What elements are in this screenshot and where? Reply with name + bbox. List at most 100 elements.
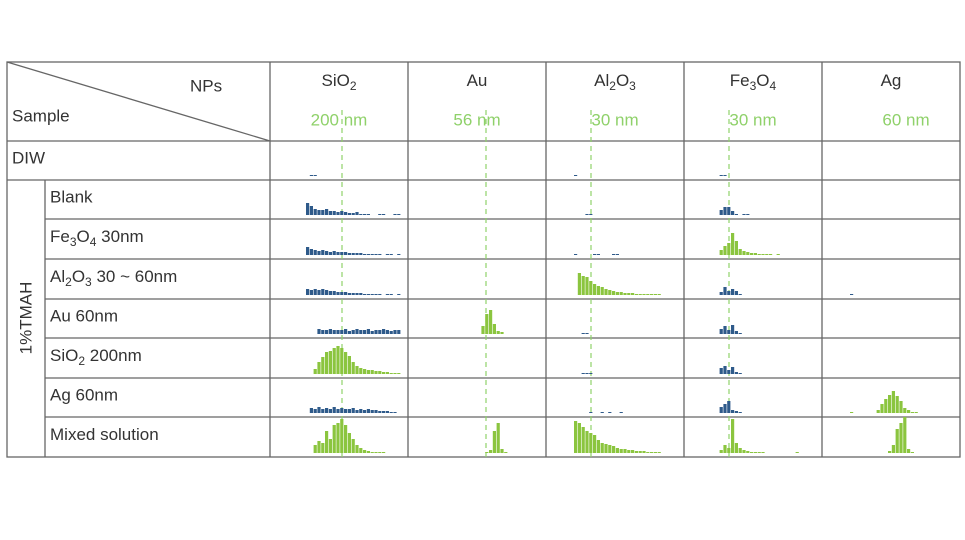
histogram-bar bbox=[366, 254, 370, 255]
subscript: 2 bbox=[350, 79, 357, 93]
text-run: Fe bbox=[730, 71, 750, 90]
text-run: Ag 60nm bbox=[50, 386, 118, 405]
histogram-bar bbox=[378, 294, 382, 295]
histogram-bar bbox=[340, 348, 344, 374]
histogram-bar bbox=[374, 452, 378, 453]
histogram-bar bbox=[492, 324, 496, 334]
histogram-bar bbox=[738, 373, 742, 374]
histogram-bar bbox=[850, 294, 854, 295]
text-run: Al bbox=[50, 267, 65, 286]
histogram-bar bbox=[328, 252, 332, 255]
histogram-bar bbox=[750, 452, 754, 453]
histogram-bar bbox=[393, 214, 397, 215]
histogram-bar bbox=[374, 371, 378, 374]
histogram-bar bbox=[313, 250, 317, 255]
histogram-bar bbox=[723, 445, 727, 453]
histogram-bar bbox=[347, 356, 351, 374]
histogram-bar bbox=[363, 369, 367, 374]
histogram-bar bbox=[585, 277, 589, 295]
histogram-bar bbox=[619, 292, 623, 295]
histogram-bar bbox=[317, 329, 321, 334]
column-header: SiO2 bbox=[321, 71, 356, 93]
histogram-bar bbox=[750, 253, 754, 255]
histogram-bar bbox=[393, 412, 397, 413]
histogram-bar bbox=[574, 254, 578, 255]
histogram-bar bbox=[888, 395, 892, 413]
histogram-bar bbox=[585, 214, 589, 215]
histogram-bar bbox=[642, 451, 646, 453]
histogram-bar bbox=[313, 369, 317, 374]
histogram-bar bbox=[910, 412, 914, 413]
row-label: SiO2 200nm bbox=[50, 346, 142, 368]
histogram-bar bbox=[619, 412, 623, 413]
subscript: 4 bbox=[770, 79, 777, 93]
histogram-bar bbox=[359, 409, 363, 413]
histogram-bar bbox=[336, 252, 340, 255]
histogram-bar bbox=[731, 211, 735, 215]
histogram-bar bbox=[608, 290, 612, 295]
histogram-bar bbox=[374, 254, 378, 255]
histogram-bar bbox=[332, 291, 336, 295]
histogram-bar bbox=[723, 175, 727, 176]
histogram-bar bbox=[742, 214, 746, 215]
histogram-bar bbox=[612, 446, 616, 453]
histogram-bar bbox=[884, 399, 888, 413]
histogram-bar bbox=[332, 330, 336, 334]
histogram-bar bbox=[340, 211, 344, 215]
histogram-bar bbox=[485, 314, 489, 334]
histogram-bar bbox=[496, 423, 500, 453]
histogram-bar bbox=[344, 329, 348, 334]
histogram-bar bbox=[309, 408, 313, 413]
histogram-bar bbox=[347, 293, 351, 295]
histogram-bar bbox=[359, 253, 363, 255]
histogram-bar bbox=[332, 348, 336, 374]
histogram-bar bbox=[753, 253, 757, 255]
histogram-bar bbox=[325, 431, 329, 453]
histogram-bar bbox=[306, 203, 310, 215]
histogram-bar bbox=[738, 249, 742, 255]
histogram-bar bbox=[734, 443, 738, 453]
text-run: Au bbox=[467, 71, 488, 90]
histogram-bar bbox=[753, 452, 757, 453]
histogram-bar bbox=[363, 450, 367, 453]
histogram-bar bbox=[325, 352, 329, 374]
histogram-bar bbox=[325, 209, 329, 215]
histogram-bar bbox=[355, 212, 359, 215]
histogram-bar bbox=[589, 412, 593, 413]
histogram-bar bbox=[397, 214, 401, 215]
histogram-bar bbox=[761, 452, 765, 453]
histogram-bar bbox=[734, 411, 738, 413]
histogram-bar bbox=[876, 410, 880, 413]
histogram-bar bbox=[393, 373, 397, 374]
histogram-bar bbox=[321, 357, 325, 374]
row-label: Al2O3 30 ~ 60nm bbox=[50, 267, 177, 289]
histogram-bar bbox=[593, 284, 597, 295]
histogram-bar bbox=[596, 254, 600, 255]
histogram-bar bbox=[355, 366, 359, 374]
histogram-bar bbox=[325, 251, 329, 255]
particle-size: 56 nm bbox=[453, 110, 500, 129]
histogram-bar bbox=[389, 254, 393, 255]
histogram-bar bbox=[727, 207, 731, 215]
histogram-bar bbox=[389, 294, 393, 295]
histogram-bar bbox=[336, 212, 340, 215]
histogram-bar bbox=[336, 292, 340, 295]
particle-size: 30 nm bbox=[591, 110, 638, 129]
histogram-bar bbox=[344, 352, 348, 374]
histogram-bar bbox=[627, 450, 631, 453]
histogram-bar bbox=[600, 443, 604, 453]
histogram-bar bbox=[363, 410, 367, 413]
histogram-bar bbox=[723, 287, 727, 295]
histogram-bar bbox=[604, 289, 608, 295]
histogram-bar bbox=[351, 213, 355, 215]
histogram-bar bbox=[321, 330, 325, 334]
histogram-bar bbox=[612, 254, 616, 255]
subscript: 2 bbox=[78, 354, 85, 368]
histogram-bar bbox=[306, 247, 310, 255]
histogram-bar bbox=[619, 449, 623, 453]
histogram-bar bbox=[363, 214, 367, 215]
text-run: Fe bbox=[50, 227, 70, 246]
histogram-bar bbox=[657, 294, 661, 295]
histogram-bar bbox=[615, 448, 619, 453]
